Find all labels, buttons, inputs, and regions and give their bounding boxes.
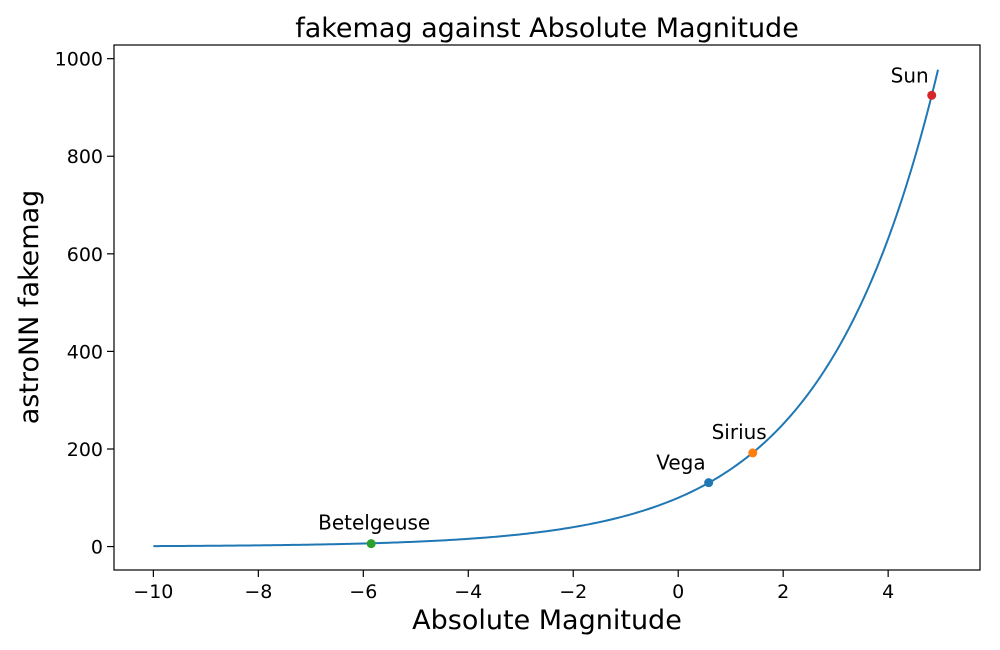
x-tick-label: −10 <box>133 581 173 603</box>
label-sirius: Sirius <box>712 420 767 444</box>
point-sun <box>927 90 937 100</box>
y-tick-label: 1000 <box>55 49 103 71</box>
x-axis: −10 −8 −6 −4 −2 0 2 4 <box>133 570 894 603</box>
x-tick-label: −8 <box>244 581 272 603</box>
x-tick-label: −6 <box>349 581 377 603</box>
y-tick-label: 800 <box>67 146 103 168</box>
fakemag-curve <box>153 69 939 548</box>
label-betelgeuse: Betelgeuse <box>318 511 430 535</box>
y-tick-label: 600 <box>67 244 103 266</box>
annotation-layer: Vega Sirius Betelgeuse Sun <box>318 63 929 534</box>
y-tick-label: 200 <box>67 439 103 461</box>
x-tick-label: 4 <box>882 581 894 603</box>
label-vega: Vega <box>656 451 705 475</box>
label-sun: Sun <box>891 63 929 87</box>
point-vega <box>704 478 714 488</box>
x-tick-label: −4 <box>454 581 482 603</box>
point-sirius <box>748 448 758 458</box>
x-tick-label: 0 <box>672 581 684 603</box>
points-layer <box>366 90 937 549</box>
x-tick-label: 2 <box>777 581 789 603</box>
chart-title: fakemag against Absolute Magnitude <box>295 13 799 44</box>
curve-layer <box>153 69 939 548</box>
y-axis: 0 200 400 600 800 1000 <box>55 49 114 559</box>
y-tick-label: 400 <box>67 341 103 363</box>
y-axis-label: astroNN fakemag <box>14 190 45 425</box>
point-betelgeuse <box>366 539 376 549</box>
x-axis-label: Absolute Magnitude <box>412 605 682 636</box>
plot-frame <box>113 44 981 571</box>
x-tick-label: −2 <box>559 581 587 603</box>
y-tick-label: 0 <box>91 537 103 559</box>
